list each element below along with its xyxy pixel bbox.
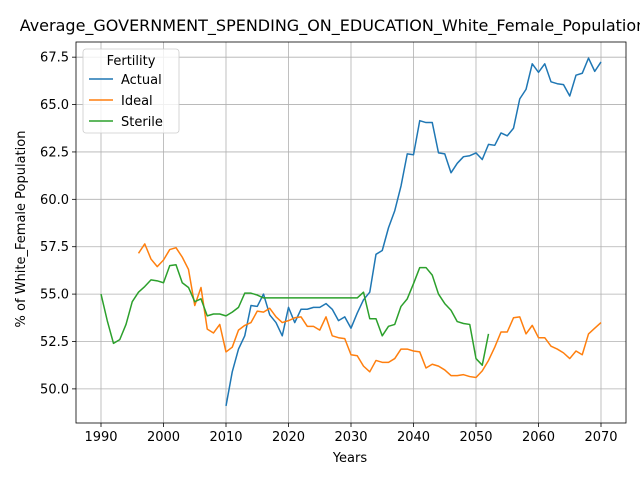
y-tick-label: 65.0 [40,98,69,113]
y-tick-label: 57.5 [40,240,69,255]
x-tick-label: 1990 [84,430,117,445]
plot-area: 1990 2000 2010 2020 2030 2040 2050 2060 2070 50.0… [40,41,627,445]
x-tick-label: 2070 [584,430,617,445]
series-line-ideal [137,243,602,379]
x-tick-label: 2000 [147,430,180,445]
legend-box [82,48,180,134]
legend-label-sterile: Sterile [121,115,163,130]
x-tick-label: 2030 [334,430,367,445]
x-tick-label: 2050 [459,430,492,445]
legend-title: Fertility [107,54,156,69]
y-axis-label: % of White_Female Population [14,131,29,328]
x-tick-label: 2060 [522,430,555,445]
series-line-sterile [100,263,490,366]
legend-label-actual: Actual [121,73,162,88]
x-tick-label: 2010 [209,430,242,445]
x-tick-label: 2020 [272,430,305,445]
y-tick-label: 60.0 [40,193,69,208]
y-tick-label: 50.0 [40,382,69,397]
y-tick-label: 55.0 [40,288,69,303]
y-tick-label: 62.5 [40,145,69,160]
series-line-actual [225,57,602,407]
y-tick-label: 52.5 [40,335,69,350]
legend-label-ideal: Ideal [121,94,153,109]
legend: Fertility Actual Ideal Sterile [82,48,180,134]
x-tick-label: 2040 [397,430,430,445]
y-tick-label: 67.5 [40,51,69,66]
chart-title: Average_GOVERNMENT_SPENDING_ON_EDUCATION… [20,16,640,36]
x-axis-label: Years [332,451,368,466]
